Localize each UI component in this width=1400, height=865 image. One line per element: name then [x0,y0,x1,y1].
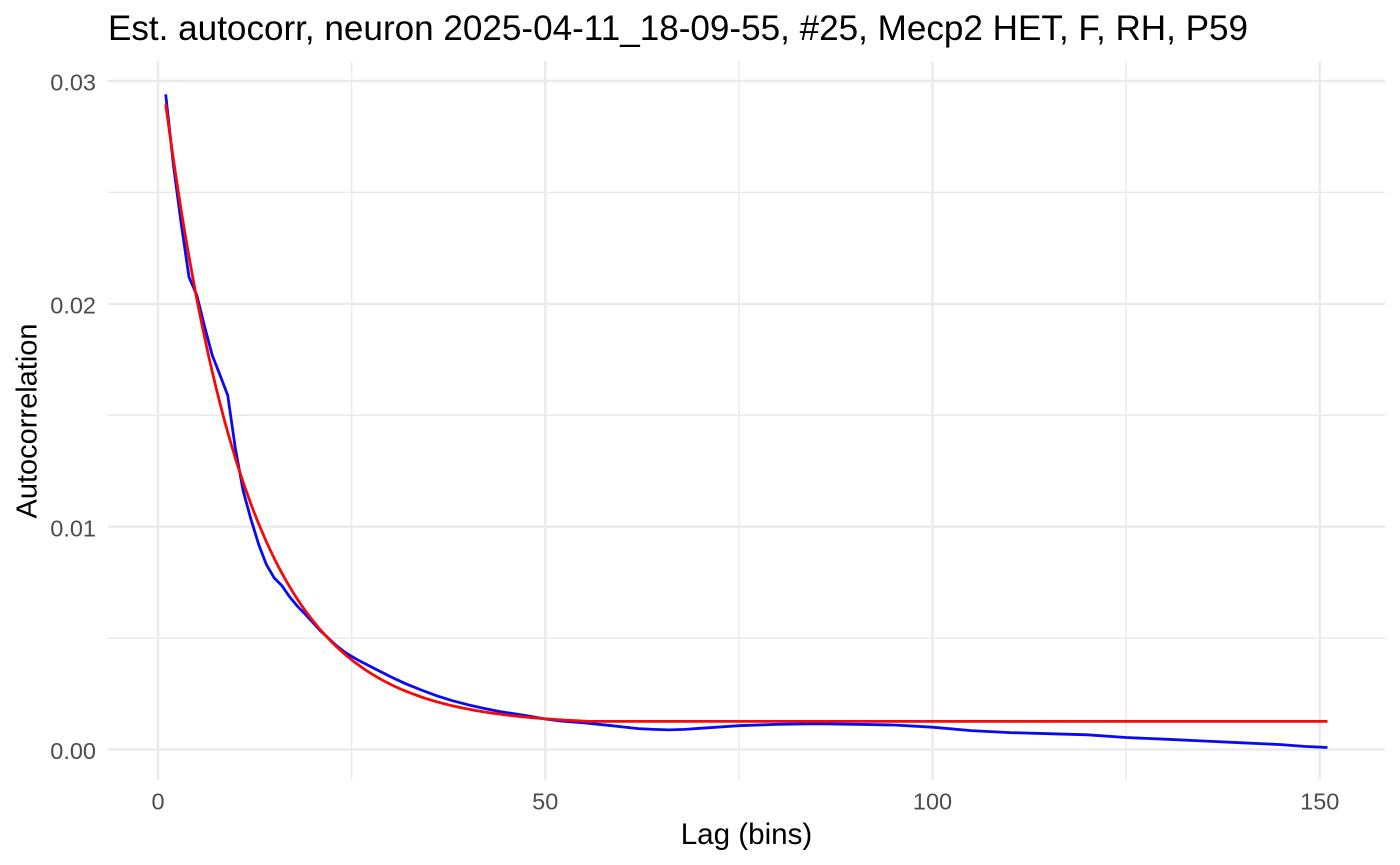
svg-text:Lag (bins): Lag (bins) [681,818,813,851]
svg-text:0.03: 0.03 [50,70,96,96]
svg-text:0: 0 [151,789,164,815]
svg-text:0.01: 0.01 [50,515,96,541]
svg-text:150: 150 [1300,789,1339,815]
svg-text:0.00: 0.00 [50,738,96,764]
svg-text:50: 50 [532,789,558,815]
svg-text:100: 100 [913,789,952,815]
svg-text:0.02: 0.02 [50,292,96,318]
svg-text:Autocorrelation: Autocorrelation [12,323,44,518]
svg-text:Est. autocorr, neuron 2025-04-: Est. autocorr, neuron 2025-04-11_18-09-5… [108,9,1248,48]
